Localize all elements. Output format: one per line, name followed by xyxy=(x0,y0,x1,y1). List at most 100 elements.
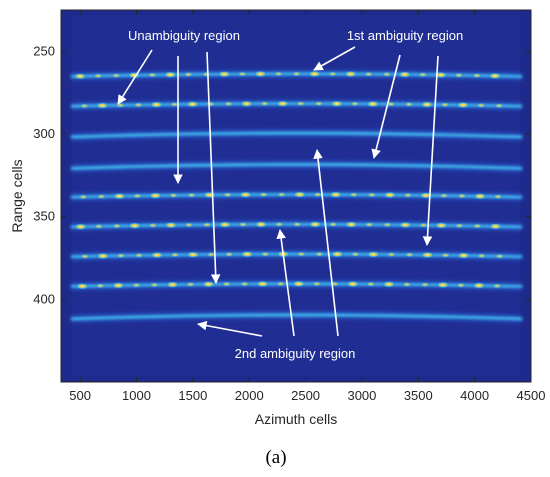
stripe-hotspot xyxy=(115,102,126,108)
stripe-hotspot xyxy=(95,252,110,260)
stripe-hotspot xyxy=(169,101,180,107)
arrow-second-2 xyxy=(276,229,295,337)
stripe-hotspot xyxy=(79,103,90,109)
stripe-hotspot xyxy=(217,221,232,228)
stripe-hotspot xyxy=(417,72,428,78)
stripe-hotspot xyxy=(456,101,471,109)
stripe-hotspot xyxy=(453,72,464,78)
stripe-hotspot xyxy=(258,192,269,198)
stripe-line xyxy=(71,132,523,139)
stripe-hotspot xyxy=(93,223,104,229)
stripe-hotspot xyxy=(292,221,303,227)
stripe-hotspot xyxy=(163,221,178,229)
stripe-hotspot xyxy=(307,70,322,78)
x-axis-title: Azimuth cells xyxy=(255,411,337,427)
x-axis: 500 1000 1500 2000 2500 3000 3500 4000 4500 xyxy=(69,10,545,403)
stripe-hotspot xyxy=(308,221,323,228)
stripe-hotspot xyxy=(255,280,270,288)
arrow-first-2 xyxy=(371,54,401,159)
stripe-hotspot xyxy=(201,281,216,288)
stripe-hotspot xyxy=(274,221,285,227)
stripe-hotspot xyxy=(433,71,448,79)
stripe-hotspot xyxy=(131,282,142,288)
stripe-hotspot xyxy=(329,100,344,107)
stripe-hotspot xyxy=(457,193,468,199)
stripe-hotspot xyxy=(185,281,196,287)
stripe-hotspot xyxy=(276,192,287,198)
stripe-hotspot xyxy=(350,251,361,257)
stripe-hotspot xyxy=(435,281,450,289)
stripe-hotspot xyxy=(472,282,487,289)
stripe-hotspot xyxy=(275,281,286,287)
stripe-hotspot xyxy=(476,102,487,108)
stripe-hotspot xyxy=(168,192,179,198)
stripe-hotspot xyxy=(330,250,345,258)
stripe-hotspot xyxy=(147,222,158,228)
y-axis: 250 300 350 400 xyxy=(33,43,531,306)
x-tick-label: 4500 xyxy=(517,388,546,403)
stripe-hotspot xyxy=(494,103,505,109)
stripe-hotspot xyxy=(401,281,412,287)
stripe-hotspot xyxy=(73,73,88,80)
stripe-hotspot xyxy=(111,73,122,79)
stripe-hotspot xyxy=(382,191,397,199)
stripe-hotspot xyxy=(381,71,392,77)
stripe-hotspot xyxy=(95,102,110,109)
annotation-second-ambiguity: 2nd ambiguity region xyxy=(235,346,356,361)
annotation-first-ambiguity: 1st ambiguity region xyxy=(347,28,463,43)
stripe-hotspot xyxy=(163,71,178,78)
stripe-hotspot xyxy=(202,191,217,199)
stripe-hotspot xyxy=(170,252,181,258)
stripe-hotspot xyxy=(183,222,194,228)
y-tick-label: 300 xyxy=(33,126,55,141)
stripe-hotspot xyxy=(476,253,487,259)
annotation-arrows xyxy=(117,46,439,337)
stripe-hotspot xyxy=(291,280,306,288)
stripe-hotspot xyxy=(345,280,360,288)
stripe-hotspot xyxy=(473,193,488,200)
stripe-hotspot xyxy=(456,282,467,288)
stripe-hotspot xyxy=(222,192,233,198)
stripe-hotspot xyxy=(420,251,435,259)
stripe-hotspot xyxy=(487,72,502,80)
stripe-hotspot xyxy=(366,251,381,258)
stripe-hotspot xyxy=(344,221,359,228)
stripe-hotspot xyxy=(205,101,216,107)
stripe-hotspot xyxy=(365,281,376,287)
stripe-hotspot xyxy=(254,221,269,228)
arrow-second-3 xyxy=(313,149,339,337)
stripe-hotspot xyxy=(313,101,324,107)
stripe-hotspot xyxy=(186,192,197,198)
stripe-hotspot xyxy=(133,252,144,258)
stripe-hotspot xyxy=(112,192,127,200)
stripe-hotspot xyxy=(349,101,360,107)
stripe-hotspot xyxy=(454,223,465,229)
stripe-hotspot xyxy=(259,101,270,107)
stripe-hotspot xyxy=(363,71,374,77)
stripe-hotspot xyxy=(237,71,248,77)
y-tick-label: 250 xyxy=(33,43,55,58)
stripe-hotspot xyxy=(217,70,232,78)
stripe-hotspot xyxy=(343,70,358,78)
stripe-hotspot xyxy=(238,221,249,227)
stripe-hotspot xyxy=(224,251,235,257)
stripe-hotspot xyxy=(186,251,201,258)
x-tick-label: 1000 xyxy=(122,388,151,403)
x-tick-label: 2000 xyxy=(235,388,264,403)
x-tick-label: 3500 xyxy=(404,388,433,403)
stripe-hotspot xyxy=(291,71,302,77)
stripe-hotspot xyxy=(402,192,413,198)
stripe-hotspot xyxy=(492,283,503,289)
stripe-hotspot xyxy=(93,73,104,79)
stripe-hotspot xyxy=(111,282,126,289)
stripe-hotspot xyxy=(253,70,268,78)
stripe-hotspot xyxy=(111,223,122,229)
arrow-unambiguity-1 xyxy=(117,49,153,105)
stripe-hotspot xyxy=(206,251,217,257)
stripe-hotspot xyxy=(147,72,158,78)
stripe-hotspot xyxy=(438,193,449,199)
stripe-hotspot xyxy=(312,192,323,198)
stripe-hotspot xyxy=(327,71,338,77)
stripe-hotspot xyxy=(221,281,232,287)
